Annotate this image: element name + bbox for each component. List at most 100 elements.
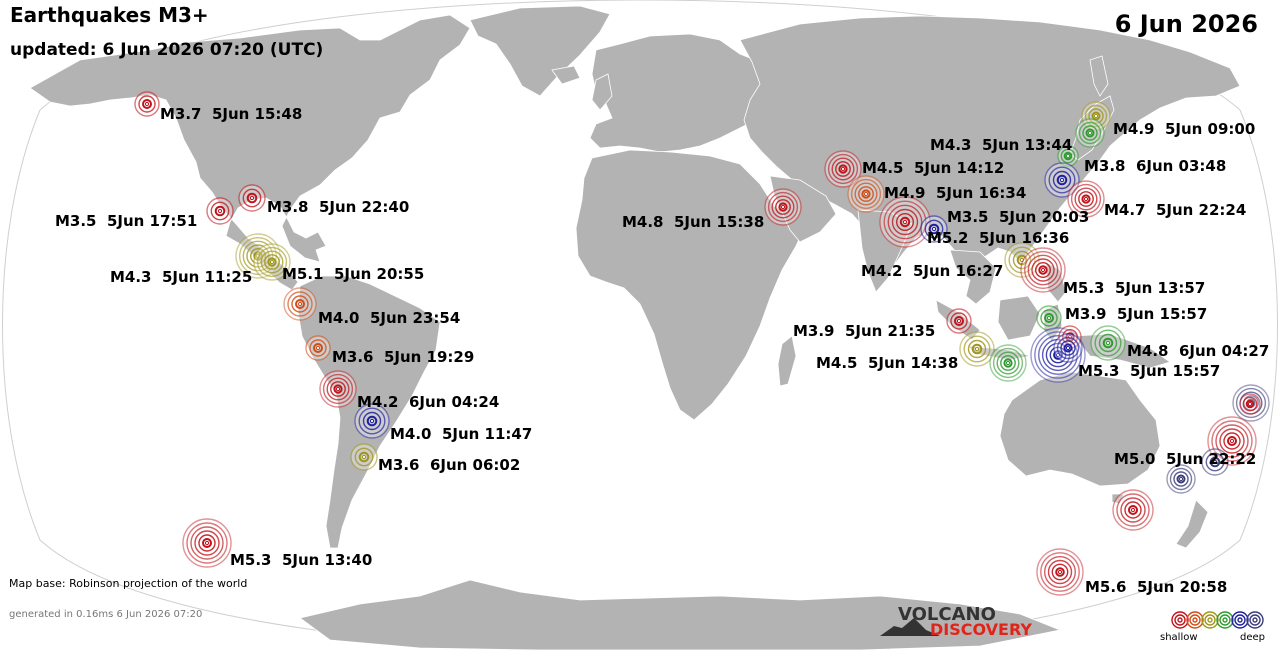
- australia: [999, 371, 1161, 487]
- quake-marker[interactable]: [824, 150, 862, 188]
- quake-ring: [242, 188, 262, 208]
- quake-marker[interactable]: [1067, 180, 1105, 218]
- quake-marker[interactable]: [1044, 162, 1080, 198]
- quake-marker[interactable]: [238, 184, 266, 212]
- quake-label[interactable]: M5.3 5Jun 13:40: [230, 551, 373, 569]
- quake-label[interactable]: M5.1 5Jun 20:55: [282, 265, 425, 283]
- quake-epicenter: [1046, 315, 1052, 321]
- quake-ring: [1078, 121, 1102, 145]
- volcano-discovery-logo[interactable]: VOLCANO DISCOVERY: [880, 604, 1040, 640]
- quake-marker[interactable]: [253, 243, 291, 281]
- quake-marker[interactable]: [182, 518, 232, 568]
- quake-marker[interactable]: [989, 344, 1027, 382]
- india: [857, 209, 913, 293]
- quake-epicenter: [1059, 177, 1065, 183]
- quake-label[interactable]: M4.9 5Jun 09:00: [1113, 120, 1256, 138]
- quake-marker[interactable]: [1057, 145, 1079, 167]
- quake-label[interactable]: M3.5 5Jun 20:03: [947, 208, 1090, 226]
- quake-marker[interactable]: [305, 335, 331, 361]
- quake-marker[interactable]: [206, 197, 234, 225]
- quake-ring: [1085, 128, 1095, 138]
- quake-ring: [896, 212, 915, 231]
- greenland: [469, 5, 611, 97]
- quake-label[interactable]: M4.7 5Jun 22:24: [1104, 201, 1247, 219]
- quake-ring: [309, 339, 327, 357]
- quake-label[interactable]: M4.8 5Jun 15:38: [622, 213, 765, 231]
- quake-marker[interactable]: [764, 188, 802, 226]
- quake-ring: [330, 381, 346, 397]
- quake-marker[interactable]: [1036, 548, 1084, 596]
- quake-epicenter: [217, 208, 223, 214]
- quake-label[interactable]: M5.2 5Jun 16:36: [927, 229, 1070, 247]
- quake-label[interactable]: M3.9 5Jun 21:35: [793, 322, 936, 340]
- quake-ring: [1211, 420, 1253, 462]
- quake-label[interactable]: M4.3 5Jun 11:25: [110, 268, 253, 286]
- quake-marker[interactable]: [354, 403, 390, 439]
- quake-ring: [1037, 335, 1078, 376]
- quake-ring: [1088, 108, 1104, 124]
- quake-label[interactable]: M5.6 5Jun 20:58: [1085, 578, 1228, 596]
- legend-ring: [1177, 617, 1183, 623]
- quake-label[interactable]: M4.5 5Jun 14:38: [816, 354, 959, 372]
- quake-marker[interactable]: [1207, 416, 1257, 466]
- quake-epicenter: [780, 204, 786, 210]
- quake-ring: [1091, 111, 1101, 121]
- legend-ring: [1204, 614, 1216, 626]
- quake-ring: [142, 99, 152, 109]
- quake-label[interactable]: M3.5 5Jun 17:51: [55, 212, 198, 230]
- quake-ring: [354, 447, 374, 467]
- quake-label[interactable]: M3.9 5Jun 15:57: [1065, 305, 1208, 323]
- quake-marker[interactable]: [1036, 305, 1062, 331]
- quake-marker[interactable]: [1112, 489, 1154, 531]
- quake-marker[interactable]: [959, 331, 995, 367]
- quake-marker[interactable]: [350, 443, 378, 471]
- quake-label[interactable]: M5.0 5Jun 22:22: [1114, 450, 1257, 468]
- quake-marker[interactable]: [1201, 448, 1229, 476]
- quake-label[interactable]: M3.7 5Jun 15:48: [160, 105, 303, 123]
- quake-ring: [850, 178, 882, 210]
- quake-ring: [996, 351, 1020, 375]
- quake-label[interactable]: M4.3 5Jun 13:44: [930, 136, 1073, 154]
- quake-marker[interactable]: [1020, 247, 1066, 293]
- quake-ring: [1098, 333, 1118, 353]
- quake-ring: [138, 95, 156, 113]
- quake-ring: [326, 377, 350, 401]
- quake-label[interactable]: M3.8 6Jun 03:48: [1084, 157, 1227, 175]
- quake-label[interactable]: M3.6 5Jun 19:29: [332, 348, 475, 366]
- quake-label[interactable]: M4.2 5Jun 16:27: [861, 262, 1004, 280]
- quake-label[interactable]: M3.8 5Jun 22:40: [267, 198, 410, 216]
- quake-label[interactable]: M4.2 6Jun 04:24: [357, 393, 500, 411]
- quake-label[interactable]: M3.6 6Jun 06:02: [378, 456, 521, 474]
- quake-marker[interactable]: [946, 308, 972, 334]
- quake-epicenter: [1040, 267, 1046, 273]
- quake-label[interactable]: M4.0 5Jun 11:47: [390, 425, 533, 443]
- quake-ring: [1078, 191, 1094, 207]
- quake-marker[interactable]: [1090, 325, 1126, 361]
- quake-marker[interactable]: [1166, 464, 1196, 494]
- quake-label[interactable]: M4.0 5Jun 23:54: [318, 309, 461, 327]
- quake-ring: [1047, 559, 1073, 585]
- quake-marker[interactable]: [134, 91, 160, 117]
- quake-ring: [1056, 174, 1068, 186]
- quake-label[interactable]: M5.3 5Jun 13:57: [1063, 279, 1206, 297]
- quake-marker[interactable]: [920, 215, 948, 243]
- legend-ring: [1252, 617, 1258, 623]
- quake-label[interactable]: M4.5 5Jun 14:12: [862, 159, 1005, 177]
- quake-label[interactable]: M5.3 5Jun 15:57: [1078, 362, 1221, 380]
- quake-epicenter: [1065, 345, 1071, 351]
- quake-marker[interactable]: [1075, 118, 1105, 148]
- quake-marker[interactable]: [283, 287, 317, 321]
- quake-marker[interactable]: [1239, 393, 1261, 415]
- quake-ring: [1040, 552, 1080, 592]
- quake-label[interactable]: M4.8 6Jun 04:27: [1127, 342, 1270, 360]
- quake-marker[interactable]: [1053, 333, 1083, 363]
- indochina: [949, 249, 997, 305]
- quake-ring: [924, 219, 944, 239]
- quake-marker[interactable]: [235, 233, 281, 279]
- quake-marker[interactable]: [319, 370, 357, 408]
- quake-ring: [1102, 337, 1114, 349]
- quake-marker[interactable]: [847, 175, 885, 213]
- quake-ring: [358, 407, 386, 435]
- quake-label[interactable]: M4.9 5Jun 16:34: [884, 184, 1027, 202]
